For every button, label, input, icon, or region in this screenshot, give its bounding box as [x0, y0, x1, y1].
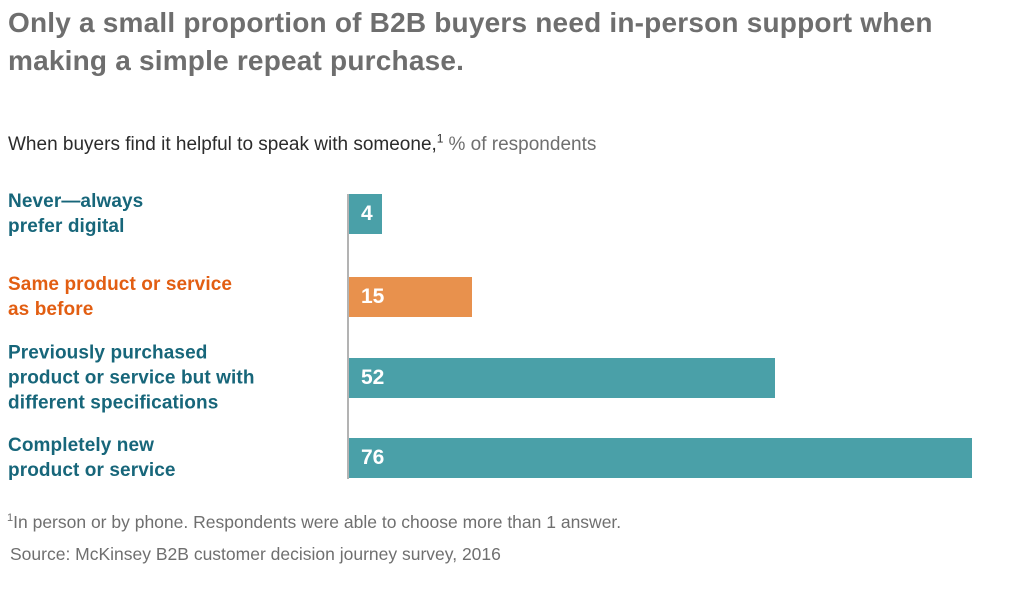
subtitle-superscript: 1	[436, 131, 444, 146]
bar-chart: Never—always prefer digital 4 Same product …	[0, 185, 1023, 490]
category-label-line: product or service	[8, 460, 176, 481]
category-label-line: product or service but with	[8, 367, 255, 389]
category-label-line: Never—always	[8, 191, 144, 212]
bar-value-3: 76	[361, 446, 385, 469]
exhibit-title: Only a small proportion of B2B buyers ne…	[8, 7, 933, 76]
bar-1: 15	[349, 277, 472, 317]
bar-value-0: 4	[361, 202, 373, 225]
chart-subtitle: When buyers find it helpful to speak wit…	[8, 133, 596, 157]
category-label-line: different specifications	[8, 392, 219, 414]
category-label-line: Same product or service	[8, 274, 233, 295]
subtitle-lead: When buyers find it helpful to speak wit…	[8, 134, 437, 155]
category-label-2: Previously purchased product or service b…	[8, 341, 342, 416]
bar-value-1: 15	[361, 285, 385, 308]
bar-value-2: 52	[361, 366, 385, 389]
category-label-line: prefer digital	[8, 216, 125, 237]
category-label-line: Previously purchased	[8, 342, 208, 364]
footnote-text: In person or by phone. Respondents were …	[13, 512, 622, 532]
footnote-superscript: 1	[7, 512, 14, 525]
category-label-line: Completely new	[8, 435, 155, 456]
source-line: Source: McKinsey B2B customer decision j…	[10, 544, 501, 564]
category-label-1: Same product or service as before	[8, 272, 342, 322]
category-label-line: as before	[8, 299, 94, 320]
bar-0: 4	[349, 194, 382, 234]
category-label-3: Completely new product or service	[8, 433, 342, 483]
bar-2: 52	[349, 358, 775, 398]
bar-3: 76	[349, 438, 972, 478]
subtitle-unit: % of respondents	[448, 134, 597, 155]
chart-axis-line	[347, 194, 349, 479]
footnote: 1In person or by phone. Respondents were…	[7, 511, 621, 533]
category-label-0: Never—always prefer digital	[8, 189, 342, 239]
